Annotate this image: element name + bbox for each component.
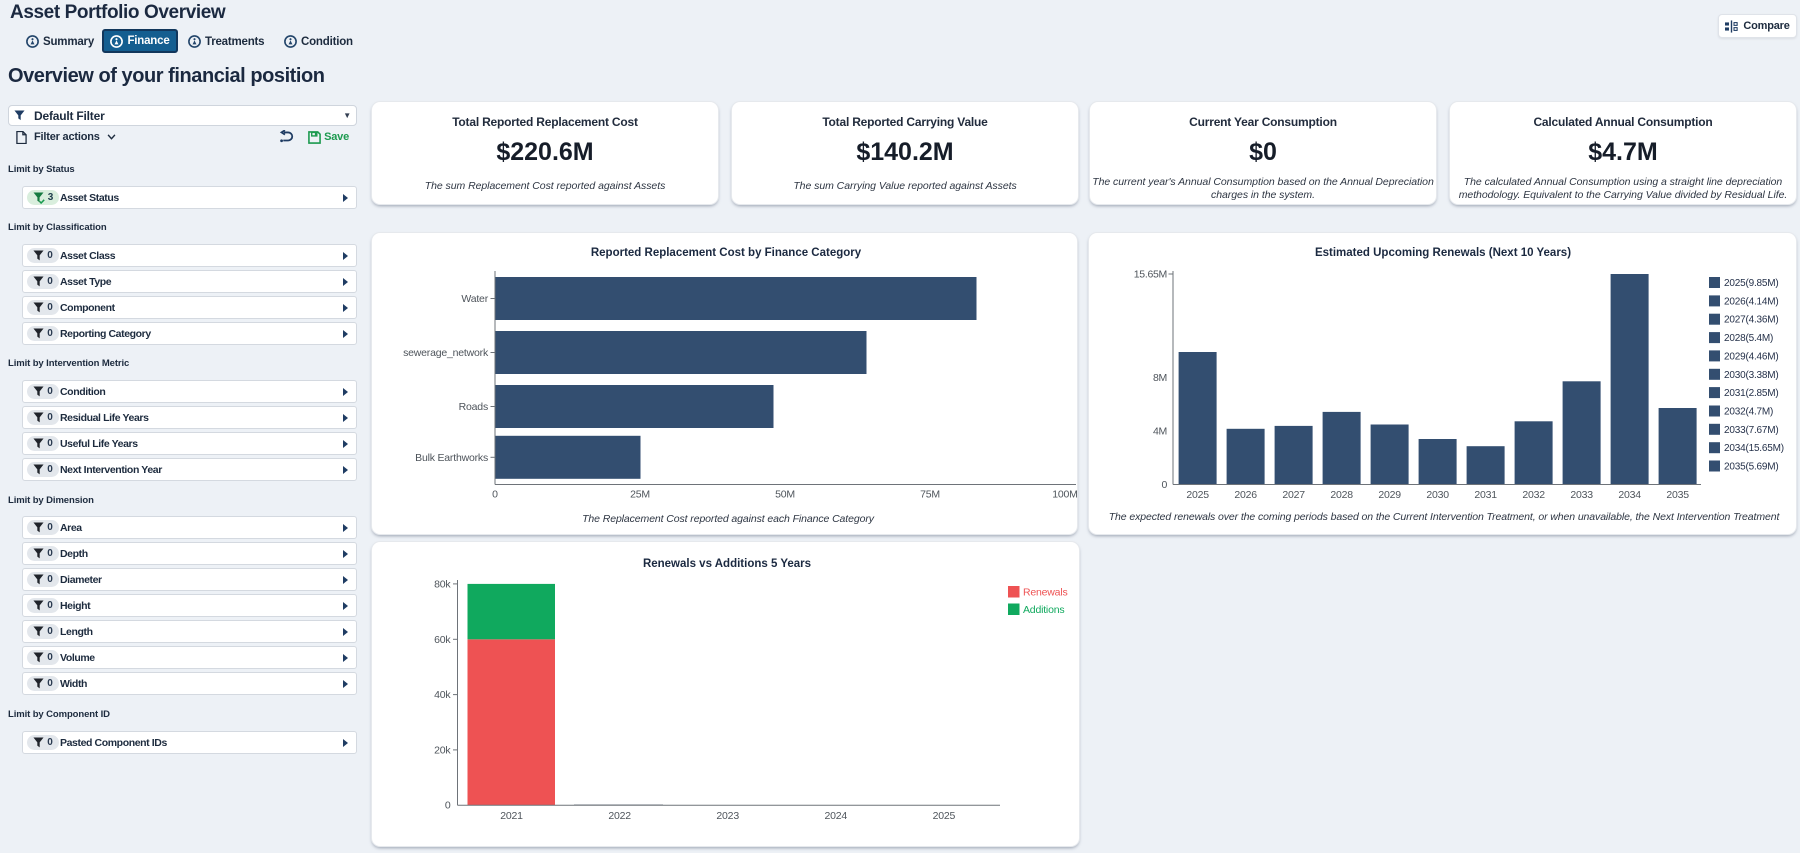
svg-text:2034: 2034 [1618,489,1641,501]
svg-text:2035(5.69M): 2035(5.69M) [1724,462,1779,473]
svg-text:2027: 2027 [1282,489,1305,501]
svg-text:2033(7.67M): 2033(7.67M) [1724,425,1779,436]
svg-text:Estimated Upcoming Renewals (N: Estimated Upcoming Renewals (Next 10 Yea… [1315,247,1571,259]
svg-text:2029(4.46M): 2029(4.46M) [1724,351,1779,362]
svg-text:2023: 2023 [716,810,739,822]
svg-text:2025: 2025 [1186,489,1209,501]
svg-text:2035: 2035 [1666,489,1689,501]
svg-text:2022: 2022 [608,810,631,822]
svg-text:Renewals: Renewals [1023,587,1068,599]
svg-text:2034(15.65M): 2034(15.65M) [1724,443,1784,454]
svg-text:Water: Water [461,293,488,305]
svg-text:25M: 25M [630,489,650,501]
svg-text:80k: 80k [434,578,451,590]
svg-text:Bulk Earthworks: Bulk Earthworks [415,452,488,464]
svg-text:2032: 2032 [1522,489,1545,501]
svg-text:2031(2.85M): 2031(2.85M) [1724,388,1779,399]
svg-text:0: 0 [445,800,451,812]
svg-text:Roads: Roads [459,401,488,413]
svg-text:2032(4.7M): 2032(4.7M) [1724,407,1773,418]
svg-text:40k: 40k [434,689,451,701]
svg-text:Additions: Additions [1023,604,1064,616]
svg-text:2028: 2028 [1330,489,1353,501]
svg-text:2021: 2021 [500,810,523,822]
svg-text:2026(4.14M): 2026(4.14M) [1724,296,1779,307]
svg-text:100M: 100M [1052,489,1077,501]
svg-text:The Replacement Cost reported: The Replacement Cost reported against ea… [582,513,875,525]
svg-text:2033: 2033 [1570,489,1593,501]
svg-text:8M: 8M [1153,372,1167,384]
svg-text:0: 0 [1161,479,1167,491]
svg-text:2029: 2029 [1378,489,1401,501]
svg-text:2025(9.85M): 2025(9.85M) [1724,278,1779,289]
svg-text:sewerage_network: sewerage_network [403,347,489,359]
svg-text:20k: 20k [434,744,451,756]
svg-text:2028(5.4M): 2028(5.4M) [1724,333,1773,344]
svg-text:2027(4.36M): 2027(4.36M) [1724,315,1779,326]
svg-text:2026: 2026 [1234,489,1257,501]
svg-text:Reported Replacement Cost by F: Reported Replacement Cost by Finance Cat… [591,247,862,259]
svg-text:2024: 2024 [825,810,848,822]
svg-text:Renewals vs Additions 5 Years: Renewals vs Additions 5 Years [643,558,811,570]
svg-text:2030(3.38M): 2030(3.38M) [1724,370,1779,381]
svg-text:15.65M: 15.65M [1134,269,1167,281]
svg-text:75M: 75M [920,489,940,501]
svg-text:2030: 2030 [1426,489,1449,501]
svg-text:50M: 50M [775,489,795,501]
svg-text:60k: 60k [434,634,451,646]
svg-text:4M: 4M [1153,426,1167,438]
svg-text:2031: 2031 [1474,489,1497,501]
svg-text:2025: 2025 [933,810,956,822]
svg-text:The expected renewals over the: The expected renewals over the coming pe… [1109,511,1781,523]
svg-text:0: 0 [492,489,498,501]
